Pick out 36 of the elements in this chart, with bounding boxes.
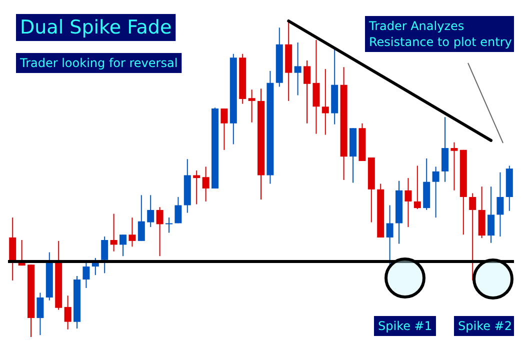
candlestick — [156, 206, 164, 257]
candlestick — [147, 194, 154, 228]
candlestick — [36, 292, 44, 336]
candlestick — [322, 68, 329, 136]
candlestick — [82, 262, 90, 289]
candlestick — [469, 192, 476, 281]
candlestick — [174, 196, 182, 224]
annotation: Trader Analyzes Resistance to plot entry — [368, 19, 512, 49]
candlestick — [294, 42, 302, 96]
candlestick — [64, 295, 72, 330]
candlestick — [312, 39, 320, 134]
candlestick — [202, 166, 210, 202]
candlestick — [248, 89, 256, 123]
candlestick — [414, 165, 421, 210]
candlestick — [193, 170, 200, 205]
candlestick — [110, 213, 118, 252]
candlestick — [442, 116, 448, 182]
candlestick — [9, 217, 16, 281]
annotation: Spike #1 — [378, 319, 432, 333]
candlestick — [496, 172, 504, 238]
candlestick — [304, 60, 310, 124]
annotation: Spike #2 — [458, 319, 512, 333]
candlestick — [92, 258, 99, 276]
chart-title: Dual Spike Fade — [20, 16, 172, 38]
candlestick — [488, 186, 494, 244]
candlestick — [128, 217, 136, 248]
text: Trader looking for reversal — [19, 56, 178, 70]
candlestick — [404, 178, 412, 228]
candlestick — [432, 166, 440, 218]
candlestick — [166, 217, 172, 234]
candlestick — [386, 204, 394, 266]
candlestick — [101, 236, 108, 274]
candlestick — [220, 108, 228, 150]
candlestick — [450, 142, 458, 191]
candlestick — [120, 234, 126, 257]
candlestick — [138, 194, 145, 242]
